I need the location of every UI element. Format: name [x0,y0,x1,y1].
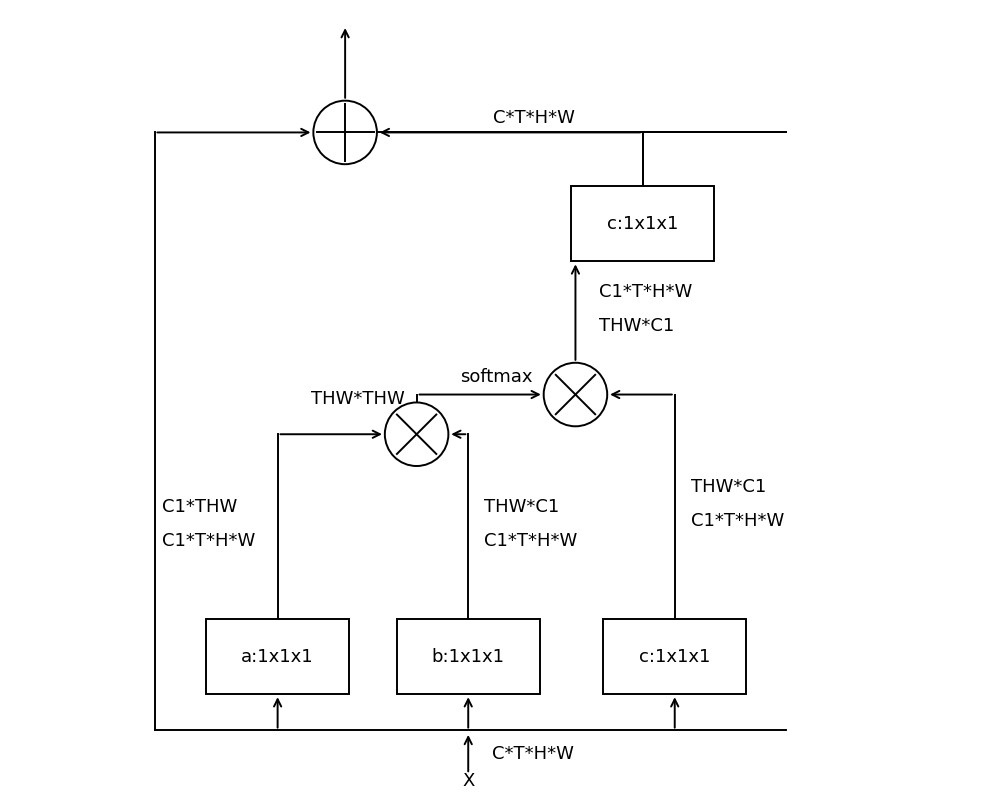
FancyBboxPatch shape [206,619,349,694]
Text: c:1x1x1: c:1x1x1 [607,214,679,233]
Circle shape [544,363,607,426]
Text: THW*C1: THW*C1 [599,317,675,336]
Text: b:1x1x1: b:1x1x1 [432,648,505,665]
Circle shape [313,100,377,164]
Text: THW*THW: THW*THW [311,390,405,407]
FancyBboxPatch shape [603,619,746,694]
Text: C1*T*H*W: C1*T*H*W [484,532,577,550]
Text: c:1x1x1: c:1x1x1 [639,648,710,665]
FancyBboxPatch shape [397,619,540,694]
Text: THW*C1: THW*C1 [691,478,766,496]
Text: C*T*H*W: C*T*H*W [492,745,574,764]
Text: C1*T*H*W: C1*T*H*W [162,532,256,550]
Text: C1*THW: C1*THW [162,497,238,516]
Text: softmax: softmax [460,368,532,386]
Text: a:1x1x1: a:1x1x1 [241,648,314,665]
Text: THW*C1: THW*C1 [484,497,559,516]
Text: C1*T*H*W: C1*T*H*W [691,512,784,530]
Text: X: X [462,772,474,791]
Circle shape [385,402,448,466]
Text: C1*T*H*W: C1*T*H*W [599,283,693,301]
Text: C*T*H*W: C*T*H*W [493,109,575,128]
FancyBboxPatch shape [571,186,714,261]
